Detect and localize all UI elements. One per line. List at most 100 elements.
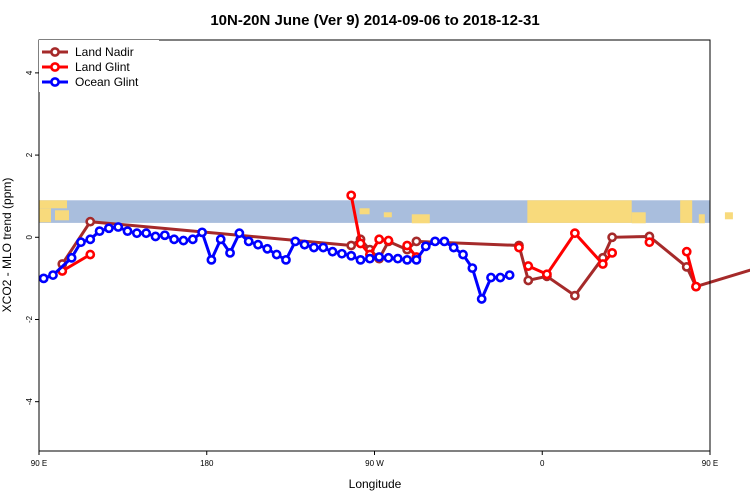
x-tick-label-0: 90 E <box>31 459 47 468</box>
land-glint-point-3 <box>355 238 366 249</box>
ocean-glint-point-0 <box>38 273 49 284</box>
map-land-10 <box>724 212 733 220</box>
ocean-glint-point-9 <box>131 228 142 239</box>
land-glint-point-12 <box>569 228 580 239</box>
ocean-glint-point-12 <box>159 230 170 241</box>
ocean-glint-point-46 <box>476 294 487 304</box>
ocean-glint-point-26 <box>290 236 301 247</box>
ocean-glint-point-29 <box>318 242 329 253</box>
legend-label-land-nadir: Land Nadir <box>75 45 134 59</box>
ocean-glint-point-13 <box>169 234 180 245</box>
y-tick-label-0: 4 <box>25 70 34 75</box>
ocean-glint-point-16 <box>197 227 207 238</box>
y-tick-label-2: 0 <box>25 235 34 240</box>
chart-title: 10N-20N June (Ver 9) 2014-09-06 to 2018-… <box>210 12 539 29</box>
ocean-glint-point-45 <box>467 263 478 274</box>
land-nadir-point-12 <box>569 290 580 301</box>
x-tick-label-2: 90 W <box>365 459 384 468</box>
ocean-glint-point-22 <box>253 239 263 250</box>
ocean-glint-point-4 <box>85 234 96 245</box>
map-land-2 <box>55 210 69 221</box>
land-glint-point-14 <box>607 247 618 258</box>
map-land-7 <box>631 212 646 224</box>
ocean-glint-point-49 <box>504 270 515 280</box>
map-land-4 <box>383 212 392 218</box>
ocean-glint-point-27 <box>299 239 310 250</box>
plot-frame <box>38 39 711 452</box>
land-glint-line-0 <box>61 253 92 273</box>
ocean-glint-point-28 <box>309 242 319 253</box>
series-ocean-glint <box>38 222 515 304</box>
land-nadir-point-8 <box>411 236 422 247</box>
land-glint-point-13 <box>597 259 608 269</box>
x-tick-label-3: 0 <box>540 459 545 468</box>
ocean-glint-point-31 <box>336 248 347 259</box>
ocean-glint-point-30 <box>327 246 338 257</box>
ocean-glint-point-39 <box>411 254 422 265</box>
ocean-glint-point-10 <box>141 228 152 239</box>
ocean-glint-point-3 <box>76 237 86 248</box>
land-glint-point-9 <box>514 242 524 253</box>
y-tick-label-1: 2 <box>25 152 34 157</box>
ocean-glint-point-19 <box>225 247 235 258</box>
land-glint-point-16 <box>681 246 692 257</box>
x-tick-label-4: 90 E <box>702 459 718 468</box>
ocean-glint-point-42 <box>439 236 450 247</box>
ocean-glint-point-5 <box>94 226 105 237</box>
land-glint-point-5 <box>374 234 385 245</box>
ocean-glint-point-14 <box>178 235 189 246</box>
legend-marker-ocean-glint <box>50 77 60 87</box>
ocean-glint-point-18 <box>215 234 226 245</box>
ocean-glint-point-23 <box>262 243 273 254</box>
ocean-glint-point-48 <box>495 272 506 283</box>
world-map-band <box>39 200 733 224</box>
ocean-glint-point-2 <box>66 252 77 263</box>
ocean-glint-point-15 <box>187 234 198 245</box>
ocean-glint-point-36 <box>383 252 394 263</box>
ocean-glint-point-7 <box>113 222 124 232</box>
ocean-glint-point-34 <box>364 253 375 264</box>
ocean-glint-point-6 <box>103 223 114 234</box>
ocean-glint-point-24 <box>271 249 282 260</box>
map-land-6 <box>527 200 632 223</box>
map-land-9 <box>698 214 705 224</box>
ocean-glint-point-37 <box>392 253 403 264</box>
map-land-8 <box>680 200 693 223</box>
land-glint-point-2 <box>346 190 357 201</box>
y-axis-label: XCO2 - MLO trend (ppm) <box>0 178 14 313</box>
ocean-glint-point-41 <box>430 236 440 247</box>
ocean-glint-point-20 <box>234 228 245 239</box>
land-glint-point-11 <box>542 269 552 280</box>
x-axis-label: Longitude <box>349 477 402 491</box>
land-glint-line-4 <box>685 251 698 287</box>
land-glint-point-17 <box>691 281 701 292</box>
ocean-glint-point-11 <box>150 231 161 242</box>
legend-marker-land-glint <box>50 62 60 72</box>
land-glint-point-1 <box>85 249 96 260</box>
map-land-5 <box>411 214 430 224</box>
ocean-glint-point-17 <box>206 254 217 265</box>
land-nadir-point-1 <box>85 216 96 227</box>
ocean-glint-point-32 <box>346 250 357 261</box>
land-nadir-point-2 <box>346 240 357 251</box>
ocean-glint-point-21 <box>243 236 254 247</box>
ocean-glint-point-38 <box>402 254 413 265</box>
legend-label-ocean-glint: Ocean Glint <box>75 75 139 89</box>
ocean-glint-point-25 <box>281 254 291 265</box>
y-tick-label-4: -4 <box>25 398 34 406</box>
ocean-glint-point-35 <box>374 252 385 262</box>
land-nadir-point-14 <box>607 232 618 243</box>
land-glint-point-7 <box>402 240 413 251</box>
ocean-glint-point-8 <box>122 226 133 237</box>
ocean-glint-point-1 <box>48 270 58 280</box>
ocean-glint-point-44 <box>458 249 468 260</box>
land-nadir-point-10 <box>523 275 534 286</box>
x-tick-label-1: 180 <box>200 459 214 468</box>
land-glint-point-6 <box>383 235 394 246</box>
map-land-1 <box>39 208 51 223</box>
axis-ticks: 90 E 180 90 W 0 90 E 4 2 0 -2 -4 <box>25 70 718 468</box>
map-land-3 <box>359 208 370 215</box>
ocean-glint-point-33 <box>355 254 366 265</box>
